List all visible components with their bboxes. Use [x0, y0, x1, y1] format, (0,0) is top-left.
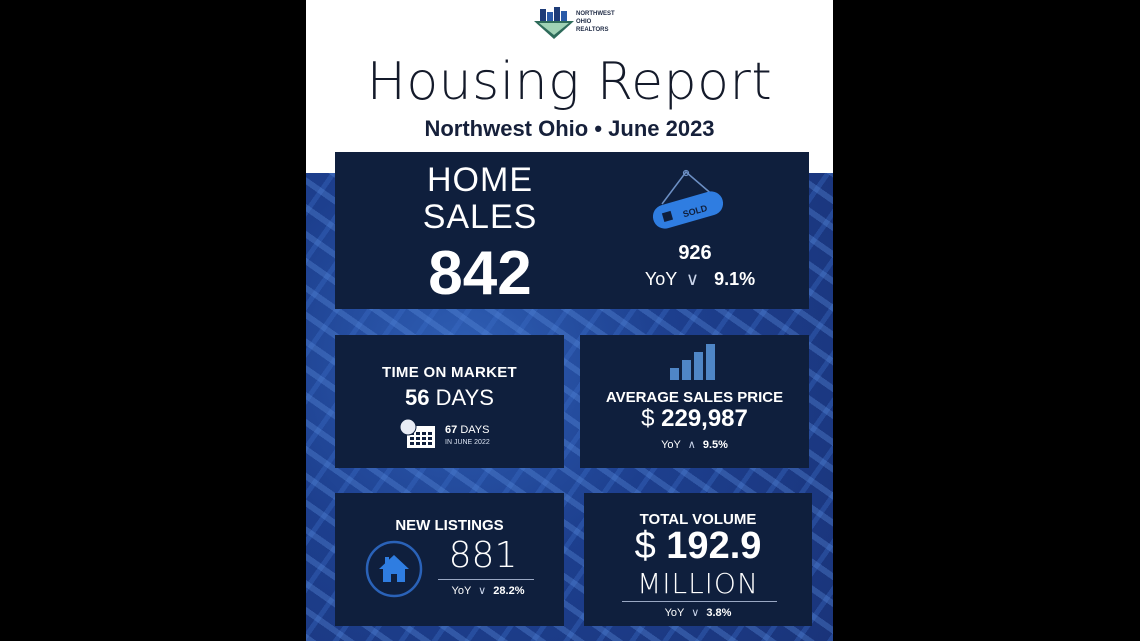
currency-symbol: $: [641, 405, 655, 432]
home-sales-prev-value: 926: [678, 242, 712, 264]
report-title: Housing Report: [366, 52, 773, 112]
average-sales-price-label: AVERAGE SALES PRICE: [605, 389, 784, 406]
calendar-clock-icon: [399, 418, 435, 448]
logo-line-3: REALTORS: [576, 27, 608, 33]
total-volume-value: $ 192.9: [584, 525, 812, 568]
total-volume-label: TOTAL VOLUME: [639, 511, 757, 528]
sold-sign-icon: SOLD: [652, 169, 724, 229]
time-on-market-label: TIME ON MARKET: [381, 364, 518, 381]
new-listings-label: NEW LISTINGS: [395, 517, 504, 534]
home-sales-yoy: YoY ∨ 9.1%: [615, 269, 785, 290]
chevron-up-icon: ∧: [687, 439, 696, 451]
time-on-market-number: 56: [405, 385, 430, 410]
new-listings-yoy: YoY ∨ 28.2%: [433, 584, 543, 597]
new-listings-card: NEW LISTINGS 881 YoY ∨ 28.2%: [335, 493, 564, 626]
chevron-down-icon: ∨: [478, 585, 487, 597]
home-sales-value: 842: [428, 239, 532, 308]
divider: [438, 579, 534, 580]
yoy-percent: 3.8%: [706, 607, 732, 619]
time-on-market-prev-value: 67: [445, 424, 458, 436]
time-on-market-prev-note: IN JUNE 2022: [445, 439, 490, 446]
chevron-down-icon: ∨: [691, 607, 700, 619]
logo-line-1: NORTHWEST: [576, 11, 615, 17]
infographic-poster: NORTHWEST OHIO REALTORS Housing Report N…: [306, 0, 833, 641]
average-sales-price-number: 229,987: [661, 405, 748, 432]
home-sales-label-line1: HOME: [427, 161, 533, 199]
total-volume-yoy: YoY ∨ 3.8%: [584, 606, 812, 619]
total-volume-unit: MILLION: [637, 567, 759, 600]
average-sales-price-yoy: YoY ∧ 9.5%: [580, 438, 809, 451]
time-on-market-prev-unit: DAYS: [460, 424, 490, 436]
report-subtitle: Northwest Ohio • June 2023: [424, 116, 715, 141]
average-sales-price-value: $ 229,987: [580, 405, 809, 433]
logo-line-2: OHIO: [576, 19, 592, 25]
yoy-label: YoY: [664, 607, 685, 619]
total-volume-card: TOTAL VOLUME $ 192.9 MILLION YoY ∨ 3.8%: [584, 493, 812, 626]
yoy-percent: 9.1%: [714, 269, 756, 289]
time-on-market-prev: 67 DAYS: [445, 424, 489, 436]
total-volume-number: 192.9: [666, 525, 762, 567]
chevron-down-icon: ∨: [685, 269, 700, 289]
divider: [622, 601, 777, 602]
bar-chart-icon: [670, 344, 715, 380]
new-listings-value: 881: [448, 535, 518, 576]
yoy-percent: 28.2%: [493, 585, 525, 597]
time-on-market-unit: DAYS: [435, 385, 494, 410]
average-sales-price-card: AVERAGE SALES PRICE $ 229,987 YoY ∧ 9.5%: [580, 335, 809, 468]
yoy-label: YoY: [644, 269, 677, 289]
time-on-market-card: TIME ON MARKET 56 DAYS 67 DAYS IN JUNE 2…: [335, 335, 564, 468]
currency-symbol: $: [634, 525, 656, 567]
home-sales-card: HOME SALES 842 SOLD 926 YoY ∨ 9.1%: [335, 152, 809, 309]
realtors-logo-icon: NORTHWEST OHIO REALTORS: [534, 7, 615, 39]
house-icon: [365, 540, 423, 598]
time-on-market-value: 56 DAYS: [335, 385, 564, 411]
home-sales-label-line2: SALES: [422, 198, 538, 236]
yoy-label: YoY: [661, 439, 681, 451]
yoy-percent: 9.5%: [702, 439, 728, 451]
home-sales-label: HOME SALES: [405, 162, 555, 236]
yoy-label: YoY: [451, 585, 472, 597]
